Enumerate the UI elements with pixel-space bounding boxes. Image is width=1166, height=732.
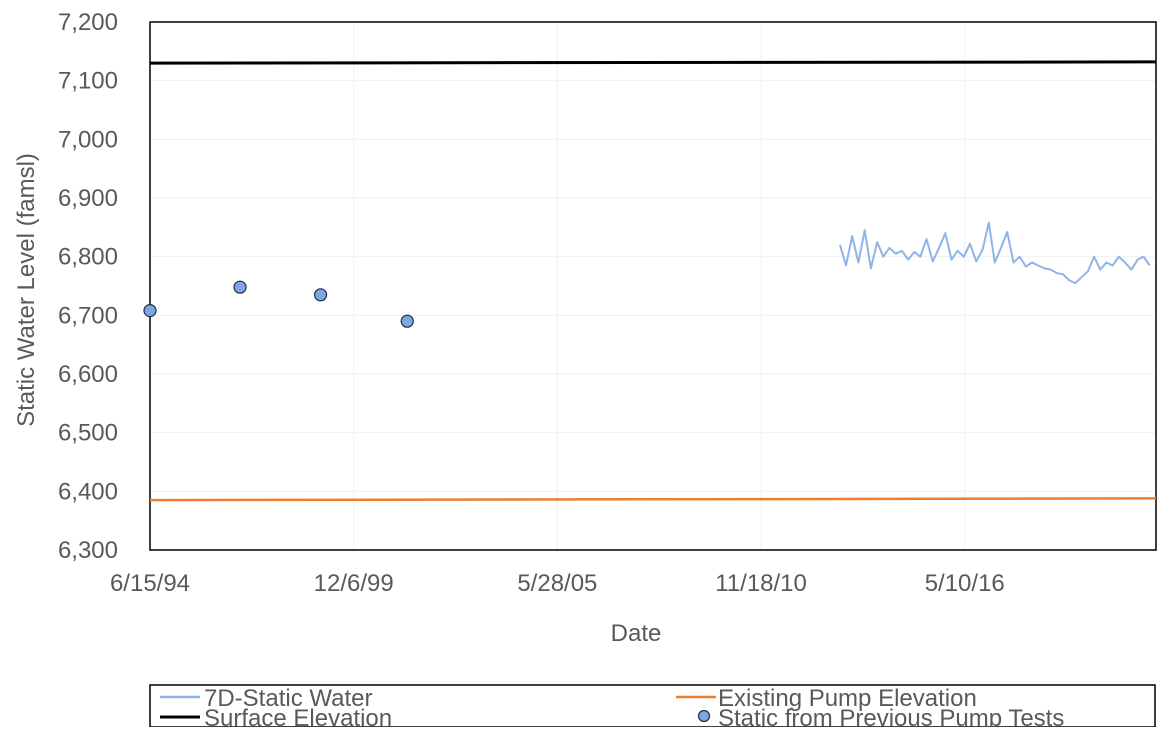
y-tick-label: 6,300	[58, 537, 118, 564]
pump-test-point	[313, 288, 328, 302]
series-surface-elevation	[149, 60, 1157, 65]
y-tick-label: 6,900	[58, 185, 118, 212]
x-tick-label: 6/15/94	[110, 570, 190, 597]
series-7d-static-water	[839, 221, 1151, 285]
legend-label-surface-elevation: Surface Elevation	[204, 705, 392, 727]
y-tick-label: 6,700	[58, 302, 118, 329]
legend-label-static-water: 7D-Static Water	[204, 685, 372, 712]
y-tick-label: 6,800	[58, 244, 118, 271]
series-layer	[143, 60, 1157, 502]
legend-marker-pump-tests	[697, 709, 711, 723]
y-tick-label: 7,100	[58, 68, 118, 95]
legend-label-pump-tests: Static from Previous Pump Tests	[718, 705, 1064, 727]
x-axis-ticks: 6/15/94 12/6/99 5/28/05 11/18/10 5/10/16	[110, 570, 1005, 597]
pump-test-point	[233, 280, 247, 294]
y-axis-ticks: 6,300 6,400 6,500 6,600 6,700 6,800 6,900 7,000…	[58, 9, 118, 564]
x-axis-title: Date	[611, 620, 662, 647]
y-tick-label: 6,500	[58, 420, 118, 447]
pump-test-point	[400, 314, 414, 328]
legend-frame	[149, 684, 1156, 728]
y-tick-label: 6,600	[58, 361, 118, 388]
y-axis-title: Static Water Level (famsl)	[13, 153, 40, 427]
y-tick-label: 7,000	[58, 126, 118, 153]
legend: 7D-Static Water Surface Elevation Existi…	[149, 684, 1156, 732]
y-tick-label: 6,400	[58, 478, 118, 505]
x-tick-label: 5/10/16	[925, 570, 1005, 597]
x-tick-label: 11/18/10	[715, 570, 807, 597]
x-tick-label: 5/28/05	[517, 570, 597, 597]
legend-label-pump-elevation: Existing Pump Elevation	[718, 685, 977, 712]
y-tick-label: 7,200	[58, 9, 118, 36]
pump-test-point	[143, 304, 157, 318]
grid-layer	[150, 22, 1156, 550]
series-existing-pump-elevation	[149, 497, 1157, 502]
plot-area-frame	[149, 21, 1157, 551]
x-tick-label: 12/6/99	[314, 570, 394, 597]
